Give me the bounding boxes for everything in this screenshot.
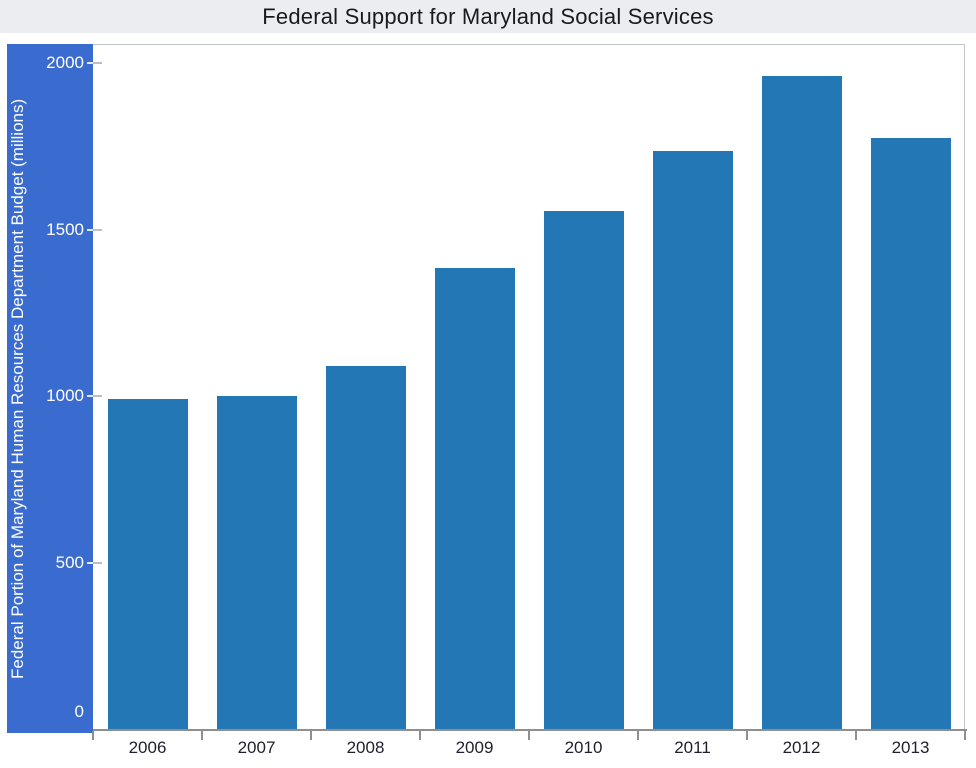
chart-title: Federal Support for Maryland Social Serv… [0, 0, 976, 33]
y-tick-mark-inner [87, 395, 93, 397]
y-tick-mark [93, 395, 102, 397]
bar-2012 [762, 76, 842, 729]
x-tick-label-2012: 2012 [782, 738, 821, 757]
bar-2010 [544, 211, 624, 729]
x-axis-line [93, 729, 967, 731]
x-tick-mark [419, 731, 421, 740]
y-tick-mark-inner [87, 62, 93, 64]
y-tick-label-0: 0 [74, 702, 84, 721]
bar-2007 [217, 396, 297, 729]
y-axis-band [7, 44, 93, 733]
y-tick-label-1000: 1000 [46, 386, 84, 405]
y-tick-mark-inner [87, 229, 93, 231]
bar-2009 [435, 268, 515, 729]
y-tick-mark [93, 62, 102, 64]
x-tick-mark [746, 731, 748, 740]
x-tick-mark [528, 731, 530, 740]
x-tick-label-2008: 2008 [346, 738, 385, 757]
y-tick-label-1500: 1500 [46, 220, 84, 239]
bar-2008 [326, 366, 406, 729]
x-tick-mark [964, 731, 966, 740]
x-tick-label-2010: 2010 [564, 738, 603, 757]
bar-2011 [653, 151, 733, 729]
x-tick-mark [92, 731, 94, 740]
x-tick-label-2011: 2011 [674, 738, 711, 757]
x-tick-mark [637, 731, 639, 740]
y-tick-label-2000: 2000 [46, 53, 84, 72]
y-tick-mark [93, 562, 102, 564]
y-tick-mark [93, 229, 102, 231]
x-tick-mark [310, 731, 312, 740]
x-tick-label-2009: 2009 [455, 738, 494, 757]
y-tick-mark-inner [87, 562, 93, 564]
x-tick-label-2006: 2006 [128, 738, 167, 757]
y-tick-label-500: 500 [55, 553, 84, 572]
x-tick-label-2007: 2007 [237, 738, 276, 757]
bar-2006 [108, 399, 188, 729]
x-tick-mark [201, 731, 203, 740]
bar-2013 [871, 138, 951, 729]
x-tick-mark [855, 731, 857, 740]
x-tick-label-2013: 2013 [891, 738, 930, 757]
